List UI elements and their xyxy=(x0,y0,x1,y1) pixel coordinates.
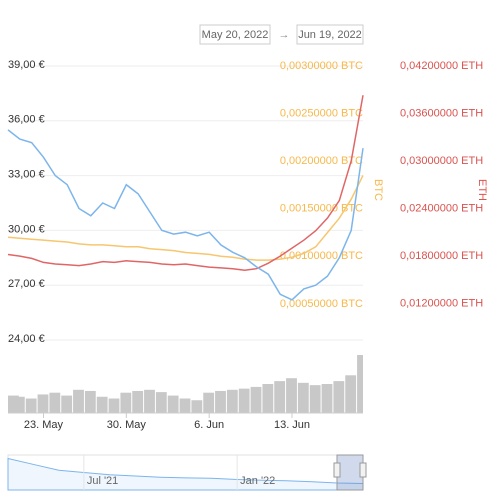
navigator-handle[interactable] xyxy=(333,462,341,478)
range-from-box[interactable] xyxy=(199,24,271,45)
y3-tick-label: 0,03600000 ETH xyxy=(400,107,483,119)
navigator-label: Jan '22 xyxy=(240,475,275,487)
y3-tick-label: 0,03000000 ETH xyxy=(400,155,483,167)
range-from: May 20, 2022 xyxy=(202,29,269,41)
x-tick-label: 30. May xyxy=(107,419,147,431)
volume-bar xyxy=(238,388,250,413)
y3-tick-label: 0,02400000 ETH xyxy=(400,202,483,214)
volume-bar xyxy=(321,384,333,413)
y2-tick-label: 0,00050000 BTC xyxy=(280,298,363,310)
navigator-area xyxy=(7,457,364,491)
volume-bar xyxy=(155,392,167,413)
y-tick-label: 33,00 € xyxy=(8,169,45,181)
volume-bar xyxy=(250,386,262,413)
volume-bar xyxy=(13,396,25,413)
x-tick-label: 6. Jun xyxy=(194,419,224,431)
range-to: Jun 19, 2022 xyxy=(298,29,362,41)
volume-bar xyxy=(333,381,345,413)
y2-tick-label: 0,00150000 BTC xyxy=(280,203,363,215)
x-tick-label: 13. Jun xyxy=(274,419,310,431)
y3-title: ETH xyxy=(476,179,488,201)
y2-title: BTC xyxy=(372,179,384,201)
y-tick-label: 36,00 € xyxy=(8,114,45,126)
range-to-box[interactable] xyxy=(296,24,364,45)
series-line xyxy=(7,175,364,261)
y-tick-label: 24,00 € xyxy=(8,333,45,345)
navigator-handle[interactable] xyxy=(359,462,367,478)
volume-bar xyxy=(203,392,215,413)
y3-tick-label: 0,01800000 ETH xyxy=(400,250,483,262)
y2-tick-label: 0,00250000 BTC xyxy=(280,107,363,119)
volume-bar xyxy=(274,381,286,413)
volume-bar xyxy=(309,385,321,413)
y2-tick-label: 0,00200000 BTC xyxy=(280,155,363,167)
y2-tick-label: 0,00100000 BTC xyxy=(280,250,363,262)
y2-tick-label: 0,00300000 BTC xyxy=(280,60,363,72)
volume-bar xyxy=(215,390,226,413)
volume-bar xyxy=(37,394,49,413)
volume-bar xyxy=(132,390,144,413)
volume-bar xyxy=(108,398,120,413)
volume-bar xyxy=(191,400,203,413)
volume-bar xyxy=(73,389,84,413)
range-separator: → xyxy=(279,29,290,41)
volume-bar xyxy=(345,375,357,413)
navigator-label: Jul '21 xyxy=(87,475,118,487)
y3-tick-label: 0,04200000 ETH xyxy=(400,60,483,72)
volume-bar xyxy=(120,392,132,413)
volume-bar xyxy=(167,395,179,413)
navigator-selection[interactable] xyxy=(336,454,364,491)
x-tick-label: 23. May xyxy=(24,419,64,431)
series-line xyxy=(7,95,364,272)
volume-bar xyxy=(286,378,297,413)
y-tick-label: 39,00 € xyxy=(8,59,45,71)
y3-tick-label: 0,01200000 ETH xyxy=(400,297,483,309)
volume-bar xyxy=(61,395,73,413)
series-line xyxy=(7,129,364,301)
volume-bar xyxy=(25,398,37,413)
y-tick-label: 27,00 € xyxy=(8,278,45,290)
volume-bar xyxy=(179,398,191,413)
volume-bar xyxy=(226,389,238,413)
volume-bar xyxy=(96,396,108,413)
volume-bar xyxy=(262,384,274,413)
volume-bar xyxy=(84,390,96,413)
volume-bar xyxy=(144,389,155,413)
volume-bar xyxy=(8,395,19,413)
volume-bar xyxy=(49,392,61,413)
volume-bar xyxy=(297,382,309,413)
volume-bar xyxy=(357,355,363,413)
y-tick-label: 30,00 € xyxy=(8,223,45,235)
